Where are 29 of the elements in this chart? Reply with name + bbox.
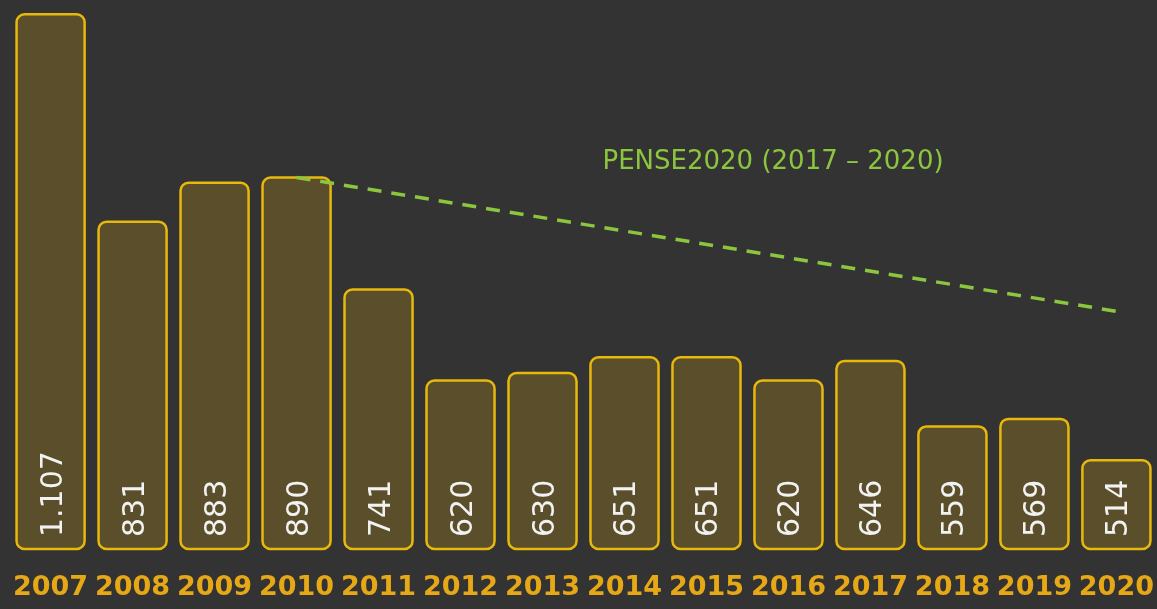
data-label: 630 xyxy=(525,479,561,537)
x-tick-label: 2014 xyxy=(586,570,663,601)
data-label: 890 xyxy=(279,479,315,537)
x-tick-label: 2013 xyxy=(504,570,581,601)
x-tick-label: 2012 xyxy=(422,570,499,601)
data-label: 651 xyxy=(607,479,643,537)
x-tick-label: 2007 xyxy=(13,570,89,601)
x-tick-label: 2011 xyxy=(340,570,417,601)
x-tick-label: 2016 xyxy=(750,570,827,601)
data-label: 620 xyxy=(443,479,479,537)
data-label: 831 xyxy=(115,479,151,537)
x-tick-label: 2008 xyxy=(94,570,171,601)
x-tick-label: 2015 xyxy=(668,570,745,601)
data-label: 883 xyxy=(197,479,233,537)
series-label: PENSE2020 (2017 – 2020) xyxy=(602,145,944,176)
data-label: 514 xyxy=(1099,479,1135,537)
data-label: 646 xyxy=(853,479,889,537)
data-label: 741 xyxy=(361,479,397,537)
x-tick-label: 2009 xyxy=(176,570,253,601)
x-tick-label: 2017 xyxy=(832,570,909,601)
data-label: 1.107 xyxy=(33,451,69,537)
x-tick-label: 2018 xyxy=(914,570,991,601)
x-tick-label: 2010 xyxy=(258,570,335,601)
data-label: 559 xyxy=(935,479,971,537)
x-tick-label: 2019 xyxy=(996,570,1073,601)
x-tick-label: 2020 xyxy=(1078,570,1154,601)
data-label: 569 xyxy=(1017,479,1053,537)
data-label: 651 xyxy=(689,479,725,537)
data-label: 620 xyxy=(771,479,807,537)
